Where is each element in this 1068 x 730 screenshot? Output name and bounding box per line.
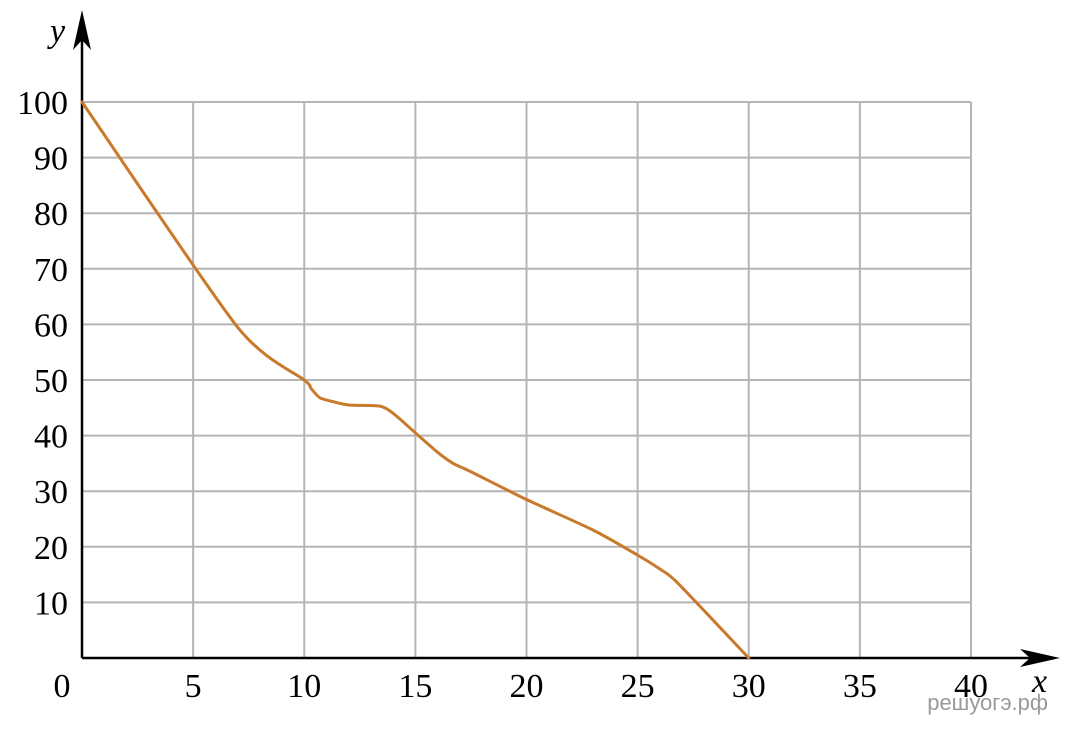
watermark: решуогэ.рф (927, 690, 1048, 715)
y-tick-label: 50 (34, 363, 68, 400)
y-axis-label: y (47, 13, 66, 50)
x-tick-label: 25 (621, 668, 655, 705)
y-tick-label: 40 (34, 419, 68, 456)
x-axis-arrowhead (1020, 649, 1060, 667)
x-tick-label: 20 (510, 668, 544, 705)
y-tick-label: 10 (34, 585, 68, 622)
series-group (80, 100, 751, 660)
x-tick-label: 35 (843, 668, 877, 705)
x-axis-label: x (1031, 663, 1047, 700)
grid (82, 101, 972, 658)
y-tick-labels: 10 20 30 40 50 60 70 80 90 100 (17, 85, 68, 622)
y-tick-label: 60 (34, 307, 68, 344)
y-tick-label: 90 (34, 141, 68, 178)
axes: x y (47, 10, 1060, 700)
y-tick-label: 30 (34, 474, 68, 511)
x-tick-label: 15 (398, 668, 432, 705)
y-tick-label: 70 (34, 252, 68, 289)
x-tick-label: 5 (185, 668, 202, 705)
y-axis-arrowhead (73, 10, 91, 50)
series-line (80, 100, 751, 660)
y-tick-label: 80 (34, 196, 68, 233)
y-tick-label: 20 (34, 530, 68, 567)
y-tick-label: 100 (17, 85, 68, 122)
origin-label: 0 (54, 668, 71, 705)
x-tick-label: 30 (732, 668, 766, 705)
x-tick-label: 40 (954, 668, 988, 705)
x-tick-labels: 5 10 15 20 25 30 35 40 (185, 668, 988, 705)
x-tick-label: 10 (287, 668, 321, 705)
